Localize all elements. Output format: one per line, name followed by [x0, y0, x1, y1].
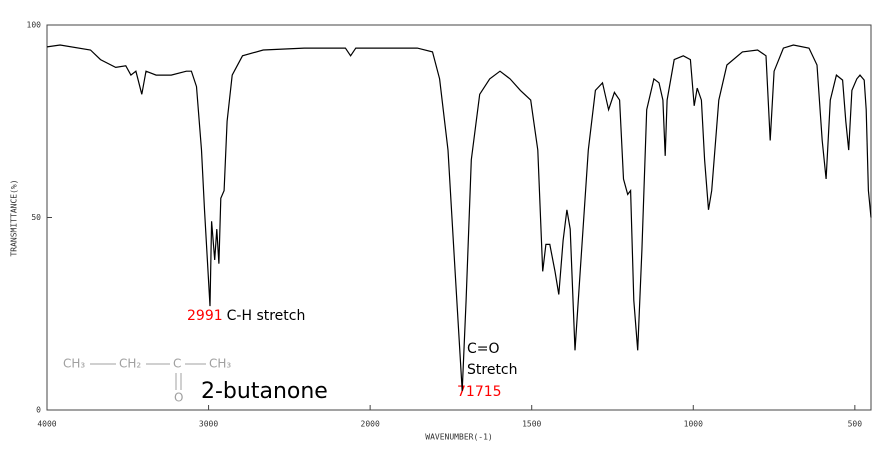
plot-frame	[46, 24, 872, 411]
x-tick-label: 1000	[684, 420, 703, 429]
spectrum-line	[46, 44, 872, 391]
x-axis-label: WAVENUMBER(-1)	[425, 433, 492, 442]
y-tick-label: 50	[31, 213, 41, 222]
annotation-part: C-H stretch	[227, 308, 306, 324]
annotation: 2991 C-H stretch	[187, 308, 305, 324]
compound-name: 2-butanone	[201, 379, 328, 404]
x-tick-label: 3000	[199, 420, 218, 429]
y-tick-label: 0	[36, 406, 41, 415]
annotation: C=O	[467, 341, 500, 357]
annotation: 71715	[457, 384, 502, 400]
x-tick-label: 2000	[361, 420, 380, 429]
y-axis-label: TRANSMITTANCE(%)	[10, 179, 19, 256]
structure-group: CH₃	[63, 357, 85, 371]
x-tick-label: 500	[848, 420, 863, 429]
structure-group: CH₃	[209, 357, 231, 371]
structure: CH₃ CH₂ C CH₃ O	[63, 357, 231, 405]
structure-group: C	[173, 357, 181, 371]
structure-group: CH₂	[119, 357, 141, 371]
y-tick-label: 100	[27, 21, 42, 30]
x-tick-label: 4000	[37, 420, 56, 429]
annotation-part: 2991	[187, 308, 223, 324]
x-tick-label: 1500	[522, 420, 541, 429]
structure-oxygen: O	[174, 391, 183, 405]
annotation: Stretch	[467, 362, 518, 378]
